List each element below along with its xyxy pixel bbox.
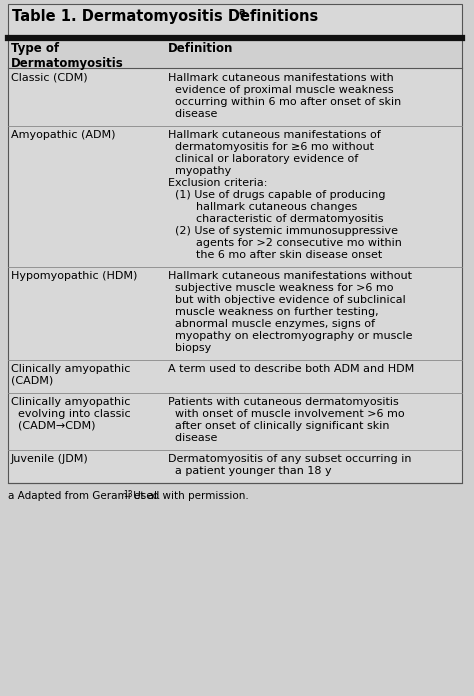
Text: 13: 13 <box>124 490 133 499</box>
Text: a: a <box>239 7 246 17</box>
Bar <box>8 360 462 393</box>
Text: a patient younger than 18 y: a patient younger than 18 y <box>168 466 332 476</box>
Text: (2) Use of systemic immunosuppressive: (2) Use of systemic immunosuppressive <box>168 226 398 236</box>
Text: Dermatomyositis of any subset occurring in: Dermatomyositis of any subset occurring … <box>168 454 411 464</box>
Text: abnormal muscle enzymes, signs of: abnormal muscle enzymes, signs of <box>168 319 375 329</box>
Text: after onset of clinically significant skin: after onset of clinically significant sk… <box>168 421 390 431</box>
Bar <box>8 4 462 483</box>
Text: occurring within 6 mo after onset of skin: occurring within 6 mo after onset of ski… <box>168 97 401 107</box>
Bar <box>8 393 462 450</box>
Text: (1) Use of drugs capable of producing: (1) Use of drugs capable of producing <box>168 190 385 200</box>
Bar <box>8 450 462 483</box>
Text: Definition: Definition <box>168 42 233 55</box>
Text: Used with permission.: Used with permission. <box>130 491 249 501</box>
Text: Clinically amyopathic
  evolving into classic
  (CADM→CDM): Clinically amyopathic evolving into clas… <box>11 397 131 430</box>
Text: A term used to describe both ADM and HDM: A term used to describe both ADM and HDM <box>168 364 414 374</box>
Text: hallmark cutaneous changes: hallmark cutaneous changes <box>168 202 357 212</box>
Text: with onset of muscle involvement >6 mo: with onset of muscle involvement >6 mo <box>168 409 405 419</box>
Text: myopathy on electromyography or muscle: myopathy on electromyography or muscle <box>168 331 412 341</box>
Bar <box>8 267 462 360</box>
Text: a Adapted from Gerami et al.: a Adapted from Gerami et al. <box>8 491 160 501</box>
Text: Classic (CDM): Classic (CDM) <box>11 73 88 83</box>
Bar <box>8 69 462 126</box>
Text: subjective muscle weakness for >6 mo: subjective muscle weakness for >6 mo <box>168 283 393 293</box>
Text: characteristic of dermatomyositis: characteristic of dermatomyositis <box>168 214 383 224</box>
Text: myopathy: myopathy <box>168 166 231 176</box>
Text: but with objective evidence of subclinical: but with objective evidence of subclinic… <box>168 295 406 305</box>
Text: the 6 mo after skin disease onset: the 6 mo after skin disease onset <box>168 250 382 260</box>
Text: biopsy: biopsy <box>168 343 211 353</box>
Text: muscle weakness on further testing,: muscle weakness on further testing, <box>168 307 379 317</box>
Text: Exclusion criteria:: Exclusion criteria: <box>168 178 267 188</box>
Text: evidence of proximal muscle weakness: evidence of proximal muscle weakness <box>168 85 393 95</box>
Text: Type of
Dermatomyositis: Type of Dermatomyositis <box>11 42 124 70</box>
Text: Amyopathic (ADM): Amyopathic (ADM) <box>11 130 116 140</box>
Text: dermatomyositis for ≥6 mo without: dermatomyositis for ≥6 mo without <box>168 142 374 152</box>
Text: agents for >2 consecutive mo within: agents for >2 consecutive mo within <box>168 238 402 248</box>
Text: disease: disease <box>168 433 218 443</box>
Text: Hallmark cutaneous manifestations of: Hallmark cutaneous manifestations of <box>168 130 381 140</box>
Text: Clinically amyopathic
(CADM): Clinically amyopathic (CADM) <box>11 364 130 386</box>
Text: Juvenile (JDM): Juvenile (JDM) <box>11 454 89 464</box>
Text: Hypomyopathic (HDM): Hypomyopathic (HDM) <box>11 271 137 281</box>
Text: Hallmark cutaneous manifestations with: Hallmark cutaneous manifestations with <box>168 73 394 83</box>
Text: Table 1. Dermatomyositis Definitions: Table 1. Dermatomyositis Definitions <box>12 9 318 24</box>
Text: disease: disease <box>168 109 218 119</box>
Text: Patients with cutaneous dermatomyositis: Patients with cutaneous dermatomyositis <box>168 397 399 407</box>
Text: Hallmark cutaneous manifestations without: Hallmark cutaneous manifestations withou… <box>168 271 412 281</box>
Text: clinical or laboratory evidence of: clinical or laboratory evidence of <box>168 154 358 164</box>
Bar <box>8 126 462 267</box>
Bar <box>8 4 462 38</box>
